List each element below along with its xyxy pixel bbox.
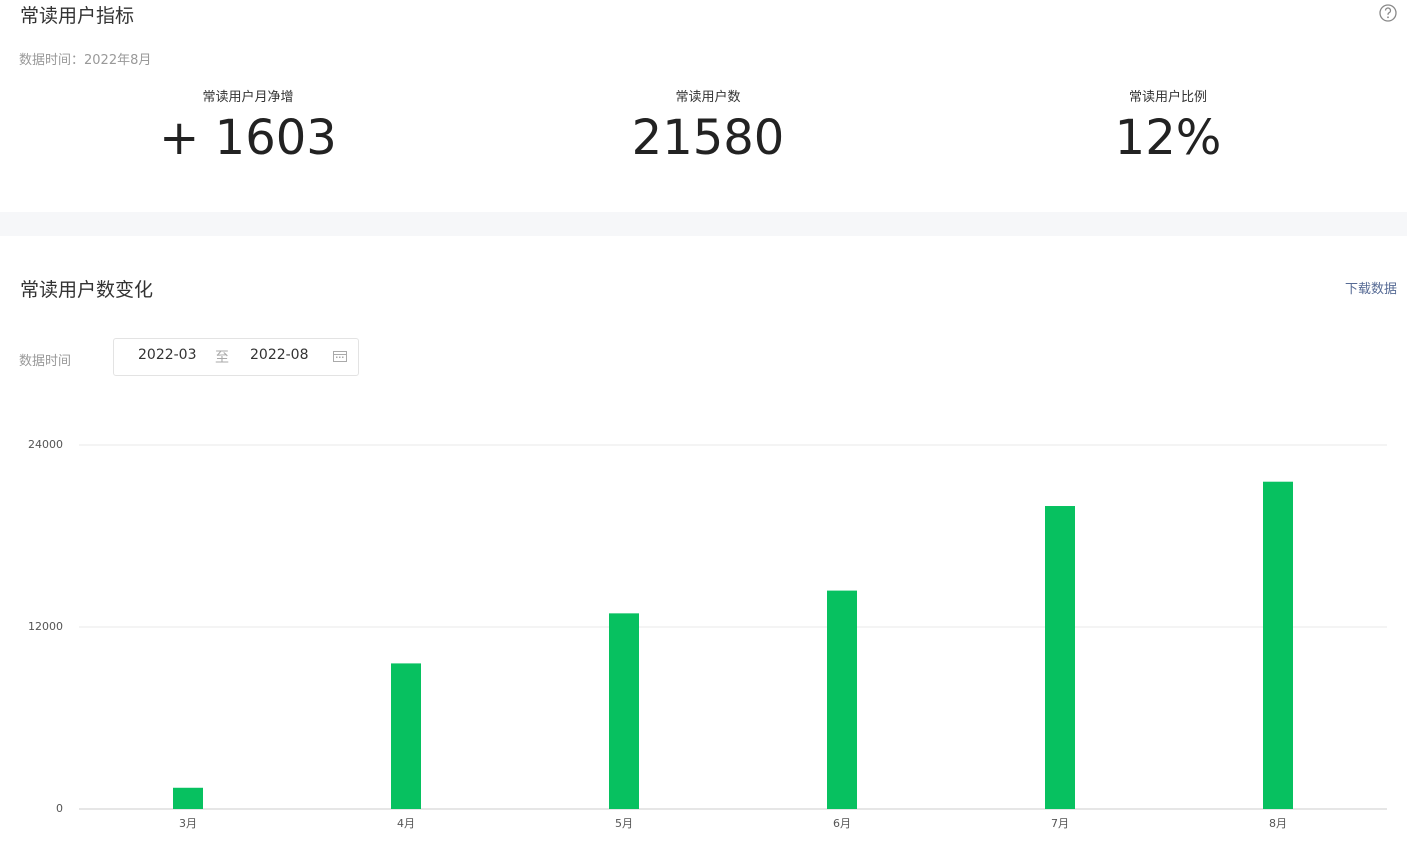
metric-value: + 1603 [159,110,337,166]
x-tick-label: 7月 [1051,817,1069,830]
metric-value: 21580 [631,110,785,166]
date-range[interactable] [113,338,359,376]
x-tick-label: 3月 [179,817,197,830]
help-icon[interactable] [1378,3,1398,23]
x-tick-label: 5月 [615,817,633,830]
x-tick-label: 4月 [397,817,415,830]
metric-label: 常读用户比例 [1128,90,1208,105]
metric-label: 常读用户数 [675,90,741,105]
bar [173,787,203,809]
end-date[interactable]: 2022-08 [250,347,309,363]
y-tick-label: 0 [56,802,63,815]
y-tick-label: 12000 [28,620,63,633]
bar [1263,481,1293,809]
data-time: 数据时间：2022年8月 [19,53,152,68]
start-date[interactable]: 2022-03 [138,347,197,363]
download-link[interactable]: 下载数据 [1344,282,1397,297]
section-title: 常读用户数变化 [20,279,154,301]
range-separator: 至 [215,350,229,366]
calendar-icon[interactable] [332,349,348,363]
bar [1045,506,1075,809]
x-tick-label: 6月 [833,817,851,830]
metric-value: 12% [1114,110,1222,166]
bar [391,663,421,809]
bar [827,590,857,809]
metric-label: 常读用户月净增 [202,90,294,105]
chart: 0 12000 24000 3月 4月 5月 6月 7月 8月 [28,438,1387,830]
x-tick-label: 8月 [1269,817,1287,830]
filter-label: 数据时间 [19,354,72,369]
divider-band [0,212,1407,236]
page-title: 常读用户指标 [20,5,135,27]
bar [609,613,639,809]
y-tick-label: 24000 [28,438,63,451]
